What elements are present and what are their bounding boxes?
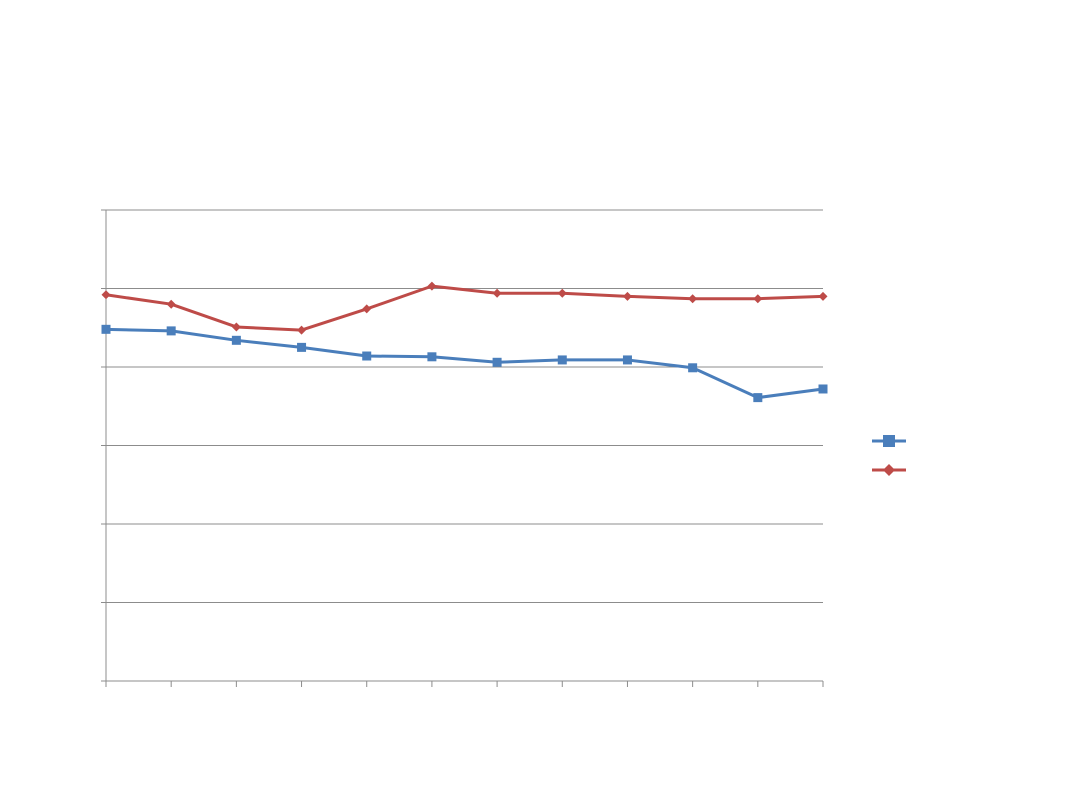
marker	[818, 384, 828, 394]
marker	[492, 288, 502, 298]
marker	[688, 363, 698, 373]
marker	[427, 352, 437, 362]
marker	[101, 324, 111, 334]
series-line	[105, 327, 824, 400]
marker	[492, 357, 502, 367]
marker	[622, 355, 632, 365]
marker	[362, 351, 372, 361]
legend-marker	[883, 464, 895, 476]
marker	[688, 294, 698, 304]
marker	[622, 291, 632, 301]
marker	[166, 299, 176, 309]
marker	[362, 304, 372, 314]
marker	[297, 342, 307, 352]
marker	[818, 291, 828, 301]
marker	[427, 281, 437, 291]
marker	[297, 325, 307, 335]
legend-marker	[883, 435, 895, 447]
marker	[166, 326, 176, 336]
marker	[753, 393, 763, 403]
marker	[557, 355, 567, 365]
marker	[753, 294, 763, 304]
series-line	[105, 284, 824, 332]
marker	[557, 288, 567, 298]
marker	[231, 322, 241, 332]
marker	[101, 290, 111, 300]
marker	[231, 335, 241, 345]
